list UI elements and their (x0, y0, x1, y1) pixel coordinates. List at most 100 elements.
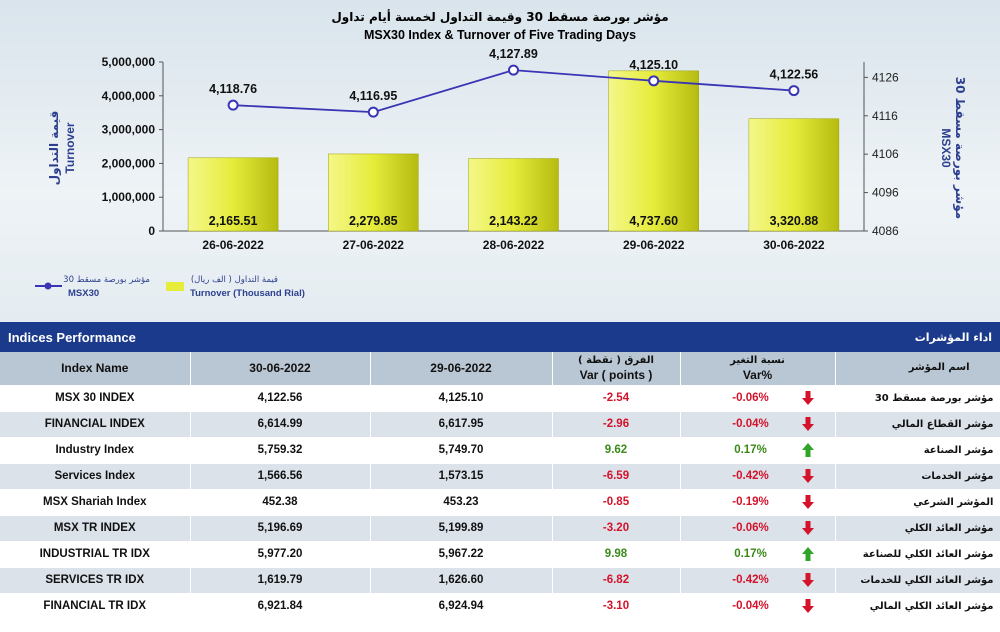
y2-tick-label: 4126 (872, 70, 899, 84)
chart-title: MSX30 Index & Turnover of Five Trading D… (364, 28, 636, 42)
arrow-shape (801, 391, 814, 405)
cell-index-name-arabic: مؤشر الصناعة (835, 436, 1000, 463)
cell-index-name-arabic: مؤشر العائد الكلي للخدمات (835, 566, 1000, 593)
arrow-shape (801, 599, 814, 614)
cell-var-points: 9.62 (552, 436, 681, 463)
y-axis-title: Turnover (63, 122, 77, 173)
cell-var-points: -3.10 (552, 592, 681, 619)
cell-index-name-arabic: مؤشر الخدمات (835, 462, 1000, 489)
y2-tick-label: 4116 (872, 109, 898, 123)
arrow-down-icon (801, 573, 814, 587)
arrow-shape (801, 521, 814, 535)
y2-tick-label: 4106 (872, 147, 899, 161)
cell-var-percent: -0.42% (680, 462, 836, 489)
cell-index-name: INDUSTRIAL TR IDX (0, 540, 191, 567)
cell-index-name: MSX TR INDEX (0, 514, 191, 541)
cell-index-name: MSX Shariah Index (0, 488, 191, 515)
msx30-point (648, 75, 660, 87)
x-tick-label: 29-06-2022 (623, 238, 685, 252)
cell-var-percent: 0.17% (680, 436, 836, 463)
chart-panel: مؤشر بورصة مسقط 30 وقيمة التداول لخمسة أ… (0, 0, 1000, 322)
msx30-point (788, 85, 800, 97)
cell-date-1-value: 5,977.20 (190, 540, 371, 567)
arrow-shape (801, 469, 814, 483)
table-row: SERVICES TR IDX 1,619.79 1,626.60 -6.82 -0.4… (0, 566, 1000, 593)
cell-date-2-value: 4,125.10 (370, 384, 553, 411)
msx30-point (367, 106, 379, 118)
legend-turnover: Turnover (Thousand Rial) (190, 288, 305, 299)
cell-date-2-value: 5,967.22 (370, 540, 553, 567)
cell-index-name-arabic: مؤشر بورصة مسقط 30 (835, 384, 1000, 411)
legend-msx30-arabic: مؤشر بورصة مسقط 30 (63, 275, 150, 285)
cell-var-points: -2.54 (552, 384, 681, 411)
cell-var-percent: -0.04% (680, 410, 836, 437)
msx30-value-label: 4,125.10 (629, 58, 678, 72)
arrow-shape (801, 443, 814, 457)
msx30-point (508, 64, 519, 76)
arrow-up-icon (801, 443, 814, 457)
header-date-2: 29-06-2022 (370, 352, 553, 385)
cell-index-name: FINANCIAL INDEX (0, 410, 191, 437)
arrow-shape (801, 495, 814, 509)
arrow-shape (801, 417, 814, 431)
cell-date-2-value: 1,626.60 (370, 566, 553, 593)
msx30-value-label: 4,118.76 (209, 82, 257, 96)
cell-index-name-arabic: مؤشر العائد الكلي للصناعة (835, 540, 1000, 567)
y2-tick-label: 4096 (872, 186, 899, 200)
cell-var-points: -2.96 (552, 410, 681, 437)
cell-var-points: 9.98 (552, 540, 681, 567)
arrow-down-icon (801, 495, 814, 509)
arrow-down-icon (801, 469, 814, 483)
cell-date-2-value: 1,573.15 (370, 462, 553, 489)
y-axis-title-arabic: قيمة التداول (47, 111, 62, 186)
cell-var-percent: -0.06% (680, 514, 836, 541)
header-index-name-arabic: اسم المؤشر (835, 352, 1000, 385)
turnover-bar-value-label: 2,279.85 (349, 214, 398, 228)
cell-index-name-arabic: مؤشر العائد الكلي المالي (835, 592, 1000, 619)
table-row: MSX TR INDEX 5,196.69 5,199.89 -3.20 -0.06% م… (0, 514, 1000, 541)
header-var-points: الفرق ( نقطة ) Var ( points ) (552, 352, 681, 385)
turnover-bar-value-label: 2,143.22 (489, 214, 538, 228)
y-tick-label: 1,000,000 (102, 190, 156, 204)
table-row: INDUSTRIAL TR IDX 5,977.20 5,967.22 9.98 0.1… (0, 540, 1000, 567)
y-tick-label: 0 (148, 224, 155, 238)
cell-index-name: FINANCIAL TR IDX (0, 592, 191, 619)
cell-index-name-arabic: مؤشر القطاع المالي (835, 410, 1000, 437)
cell-var-points: -6.82 (552, 566, 681, 593)
x-tick-label: 28-06-2022 (483, 238, 545, 252)
cell-date-2-value: 6,924.94 (370, 592, 553, 619)
arrow-down-icon (801, 521, 814, 535)
indices-table: Index Name 30-06-2022 29-06-2022 الفرق (… (0, 352, 1000, 619)
y-tick-label: 4,000,000 (102, 89, 156, 103)
y2-axis-title-arabic: مؤشر بورصة مسقط 30 (952, 77, 967, 219)
turnover-bar (187, 157, 279, 232)
cell-index-name-arabic: مؤشر العائد الكلي (835, 514, 1000, 541)
y-tick-label: 5,000,000 (102, 55, 156, 69)
table-row: FINANCIAL TR IDX 6,921.84 6,924.94 -3.10 -0.… (0, 592, 1000, 619)
x-tick-label: 26-06-2022 (202, 238, 264, 252)
cell-date-1-value: 6,614.99 (190, 410, 371, 437)
table-row: MSX Shariah Index 452.38 453.23 -0.85 -0.19%… (0, 488, 1000, 515)
legend-line-marker (44, 282, 52, 290)
cell-date-2-value: 6,617.95 (370, 410, 553, 437)
indices-performance-panel: Indices Performance اداء المؤشرات Index … (0, 322, 1000, 632)
chart-axes: 0 1,000,000 2,000,000 3,000,000 4,000,000 5,0… (102, 55, 899, 252)
header-var-percent: نسبة التغير Var% (680, 352, 836, 385)
x-tick-label: 30-06-2022 (763, 238, 825, 252)
turnover-bar (328, 153, 419, 232)
cell-var-points: -3.20 (552, 514, 681, 541)
arrow-down-icon (801, 599, 814, 614)
cell-var-percent: -0.19% (680, 488, 836, 515)
turnover-bar (748, 118, 840, 232)
table-row: FINANCIAL INDEX 6,614.99 6,617.95 -2.96 -0.0… (0, 410, 1000, 437)
cell-date-1-value: 6,921.84 (190, 592, 371, 619)
cell-var-percent: 0.17% (680, 540, 836, 567)
table-row: Services Index 1,566.56 1,573.15 -6.59 -0.42… (0, 462, 1000, 489)
cell-date-1-value: 452.38 (190, 488, 371, 515)
x-tick-label: 27-06-2022 (343, 238, 405, 252)
arrow-down-icon (801, 391, 814, 405)
cell-date-1-value: 5,196.69 (190, 514, 371, 541)
cell-date-1-value: 1,619.79 (190, 566, 371, 593)
y2-axis-title: MSX30 (939, 128, 953, 168)
table-title-arabic: اداء المؤشرات (914, 330, 992, 344)
